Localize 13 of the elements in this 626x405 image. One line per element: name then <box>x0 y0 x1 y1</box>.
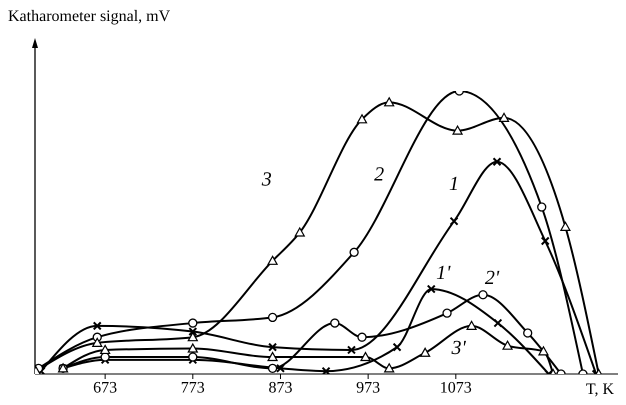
x-tick-label: 773 <box>180 379 205 396</box>
y-axis-title: Katharometer signal, mV <box>8 8 170 26</box>
series-label: 2' <box>484 266 500 289</box>
series-label: 2 <box>374 163 384 186</box>
x-axis-title: T, K <box>586 381 614 398</box>
x-tick-label: 1073 <box>440 379 472 396</box>
x-tick-label: 973 <box>356 379 380 396</box>
series-label: 3' <box>450 336 466 359</box>
x-tick-label: 673 <box>93 379 118 396</box>
series-label: 1 <box>449 173 460 196</box>
x-tick-label: 873 <box>268 379 292 396</box>
series-label: 1' <box>436 262 452 284</box>
text: 3 <box>260 168 272 190</box>
